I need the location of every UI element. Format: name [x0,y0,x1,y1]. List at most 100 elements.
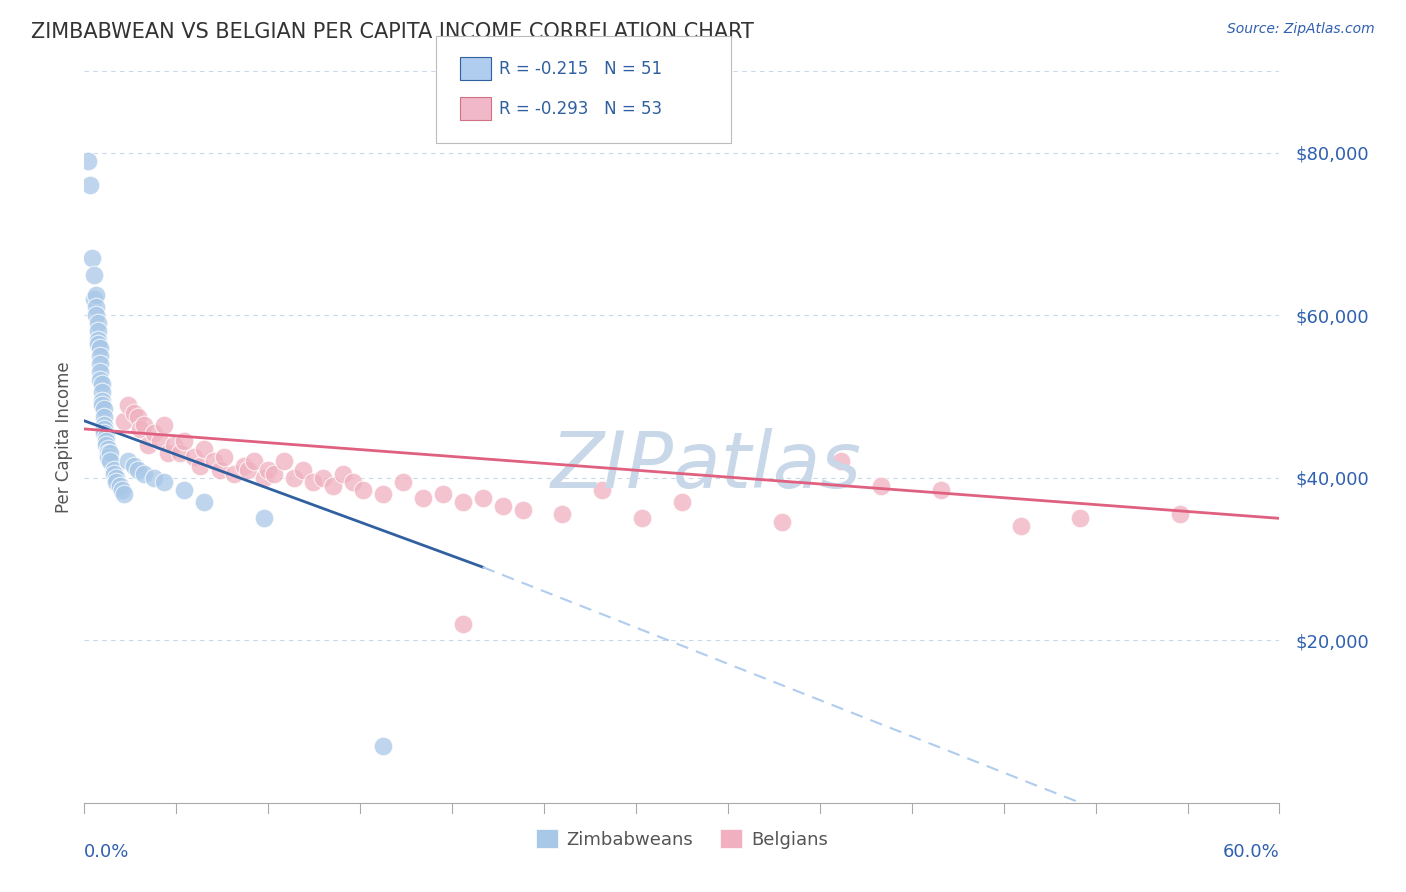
Point [127,462,149,476]
Point [112,414,135,428]
Text: ZIPatlas: ZIPatlas [550,428,862,504]
Point [451,495,474,509]
Point [91,377,114,392]
Point [173,483,195,497]
Point [77,153,100,168]
Point [770,516,793,530]
Point [89,365,111,379]
Point [236,462,259,476]
Point [96,438,118,452]
Point [253,471,276,485]
Point [193,495,215,509]
Point [232,458,254,473]
Point [143,471,166,485]
Point [412,491,434,505]
Point [202,454,225,468]
Point [471,491,494,505]
Point [93,422,115,436]
Point [97,442,120,457]
Point [98,454,121,468]
Point [93,417,115,432]
Point [392,475,415,489]
Point [208,462,231,476]
Point [193,442,215,457]
Point [169,446,191,460]
Point [122,458,145,473]
Point [136,438,159,452]
Point [451,617,474,632]
Text: R = -0.215   N = 51: R = -0.215 N = 51 [499,60,662,78]
Point [132,417,156,432]
Point [83,268,105,282]
Point [173,434,195,449]
Point [153,475,176,489]
Point [222,467,245,481]
Point [671,495,693,509]
Point [322,479,344,493]
Point [512,503,534,517]
Point [551,508,574,522]
Point [110,479,132,493]
Point [89,373,111,387]
Point [302,475,325,489]
Text: 60.0%: 60.0% [1223,843,1279,861]
Point [93,409,115,424]
Point [870,479,893,493]
Point [82,252,104,266]
Point [183,450,205,465]
Point [312,471,335,485]
Point [91,393,114,408]
Point [87,333,110,347]
Point [212,450,235,465]
Point [105,475,128,489]
Point [111,483,134,497]
Point [112,487,135,501]
Point [91,385,114,400]
Point [432,487,454,501]
Point [153,417,176,432]
Point [1168,508,1191,522]
Point [83,292,105,306]
Point [342,475,364,489]
Legend: Zimbabweans, Belgians: Zimbabweans, Belgians [529,822,835,856]
Point [87,325,110,339]
Point [89,357,111,371]
Point [253,511,276,525]
Point [283,471,305,485]
Point [117,398,139,412]
Point [87,336,110,351]
Point [143,425,166,440]
Point [332,467,354,481]
Point [117,454,139,468]
Point [631,511,654,525]
Point [352,483,374,497]
Point [127,409,149,424]
Point [292,462,315,476]
Point [929,483,952,497]
Text: R = -0.293   N = 53: R = -0.293 N = 53 [499,100,662,118]
Point [86,300,108,314]
Point [273,454,295,468]
Point [132,467,156,481]
Point [89,341,111,355]
Point [86,308,108,322]
Text: 0.0%: 0.0% [84,843,129,861]
Y-axis label: Per Capita Income: Per Capita Income [55,361,73,513]
Point [492,499,515,513]
Point [96,430,118,444]
Point [157,446,180,460]
Point [830,454,852,468]
Point [91,398,114,412]
Point [89,349,111,363]
Point [188,458,211,473]
Point [373,739,395,753]
Point [1010,519,1032,533]
Point [96,434,118,449]
Point [373,487,395,501]
Point [103,467,125,481]
Point [86,288,108,302]
Point [97,450,120,465]
Point [129,422,152,436]
Point [79,178,101,193]
Point [256,462,278,476]
